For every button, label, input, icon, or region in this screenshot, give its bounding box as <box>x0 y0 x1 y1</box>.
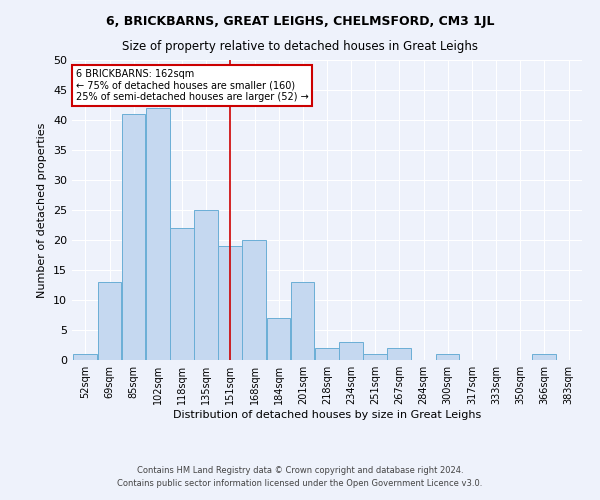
Bar <box>170 228 194 360</box>
Bar <box>532 354 556 360</box>
Y-axis label: Number of detached properties: Number of detached properties <box>37 122 47 298</box>
Bar <box>291 282 314 360</box>
Text: Size of property relative to detached houses in Great Leighs: Size of property relative to detached ho… <box>122 40 478 53</box>
Text: 6 BRICKBARNS: 162sqm
← 75% of detached houses are smaller (160)
25% of semi-deta: 6 BRICKBARNS: 162sqm ← 75% of detached h… <box>76 69 308 102</box>
Bar <box>146 108 170 360</box>
Bar <box>98 282 121 360</box>
Bar <box>194 210 218 360</box>
X-axis label: Distribution of detached houses by size in Great Leighs: Distribution of detached houses by size … <box>173 410 481 420</box>
Bar <box>339 342 363 360</box>
Text: 6, BRICKBARNS, GREAT LEIGHS, CHELMSFORD, CM3 1JL: 6, BRICKBARNS, GREAT LEIGHS, CHELMSFORD,… <box>106 15 494 28</box>
Bar <box>73 354 97 360</box>
Bar <box>388 348 411 360</box>
Bar <box>218 246 242 360</box>
Bar <box>363 354 387 360</box>
Bar <box>315 348 338 360</box>
Bar <box>436 354 460 360</box>
Bar <box>242 240 266 360</box>
Bar <box>122 114 145 360</box>
Bar <box>266 318 290 360</box>
Text: Contains HM Land Registry data © Crown copyright and database right 2024.
Contai: Contains HM Land Registry data © Crown c… <box>118 466 482 487</box>
